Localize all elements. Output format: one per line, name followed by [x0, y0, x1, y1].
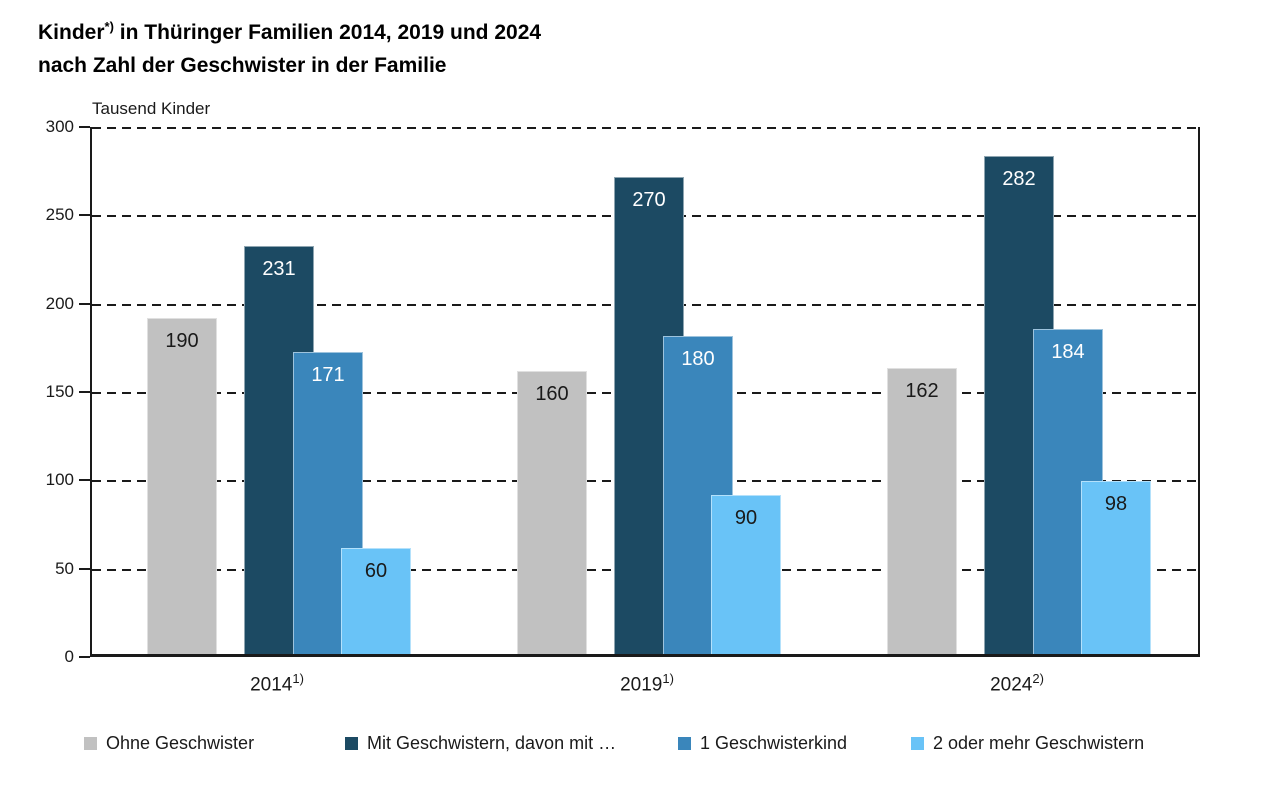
bar-value-label: 60 — [364, 560, 388, 582]
x-axis-label-text: 2024 — [990, 674, 1033, 696]
chart-title: Kinder*) in Thüringer Familien 2014, 201… — [38, 10, 541, 82]
bar: 162 — [887, 367, 957, 654]
y-tick-label: 250 — [45, 205, 74, 225]
legend-swatch-icon — [84, 736, 97, 750]
y-tick-label: 0 — [64, 647, 74, 666]
bar-value-label: 160 — [535, 383, 569, 406]
bar-value-label: 270 — [632, 189, 666, 211]
x-axis-label: 20242) — [990, 671, 1044, 696]
bar: 60 — [341, 548, 411, 654]
y-tick-label: 200 — [45, 293, 74, 313]
y-tick-mark — [79, 567, 90, 570]
legend-swatch-icon — [911, 736, 924, 750]
x-axis-label-text: 2014 — [250, 674, 293, 696]
bar: 160 — [517, 371, 587, 654]
y-tick-label: 100 — [45, 470, 74, 490]
y-tick-mark — [79, 126, 90, 128]
x-axis-label: 20191) — [620, 671, 674, 696]
bar-value-label: 98 — [1104, 492, 1128, 515]
y-tick-mark — [79, 391, 90, 393]
legend-label: 2 oder mehr Geschwistern — [933, 732, 1145, 753]
bar-value-label: 90 — [734, 507, 758, 529]
bar-value-label: 184 — [1051, 340, 1085, 363]
y-tick-label: 300 — [45, 117, 74, 136]
legend-item: 2 oder mehr Geschwistern — [911, 732, 1144, 754]
legend-item: Mit Geschwistern, davon mit … — [345, 732, 616, 754]
chart-title-text: in Thüringer Familien 2014, 2019 und 202… — [113, 21, 542, 44]
x-axis-label-text: 2019 — [620, 674, 663, 696]
title-footnote-marker: *) — [104, 19, 114, 34]
x-axis-footnote-marker: 2) — [1032, 671, 1044, 686]
y-axis-unit-label: Tausend Kinder — [92, 99, 211, 118]
y-tick-mark — [79, 656, 90, 658]
x-axis-footnote-marker: 1) — [292, 671, 304, 686]
y-tick-label: 150 — [45, 382, 74, 401]
gridline-300 — [92, 127, 1198, 129]
y-tick-label: 50 — [55, 558, 74, 578]
bar-value-label: 171 — [311, 363, 345, 386]
y-tick-mark — [79, 479, 90, 482]
x-axis-label: 20141) — [250, 671, 304, 696]
plot-area: 190 231 171 60 160 270 180 90 162 282 184 98 — [90, 127, 1200, 657]
y-tick-mark — [79, 214, 90, 217]
legend-swatch-icon — [678, 736, 691, 750]
x-axis-footnote-marker: 1) — [662, 671, 674, 686]
bar: 98 — [1081, 480, 1151, 654]
bar-value-label: 282 — [1002, 167, 1036, 190]
bar: 190 — [147, 318, 217, 654]
legend-label: Mit Geschwistern, davon mit … — [367, 732, 617, 753]
chart-title-text: Kinder — [38, 21, 105, 44]
chart-title-line2: nach Zahl der Geschwister in der Familie — [38, 54, 447, 77]
bar-value-label: 180 — [681, 348, 715, 370]
legend-item: Ohne Geschwister — [84, 732, 254, 754]
legend-item: 1 Geschwisterkind — [678, 732, 847, 754]
y-tick-mark — [79, 302, 90, 305]
legend-label: Ohne Geschwister — [106, 732, 255, 753]
chart-title-line1: Kinder*) in Thüringer Familien 2014, 201… — [38, 10, 541, 49]
bar: 90 — [711, 495, 781, 654]
bar-value-label: 190 — [165, 330, 199, 353]
legend-swatch-icon — [345, 736, 358, 750]
bar-value-label: 162 — [905, 379, 939, 402]
bar-value-label: 231 — [262, 257, 296, 280]
legend-label: 1 Geschwisterkind — [700, 732, 848, 753]
